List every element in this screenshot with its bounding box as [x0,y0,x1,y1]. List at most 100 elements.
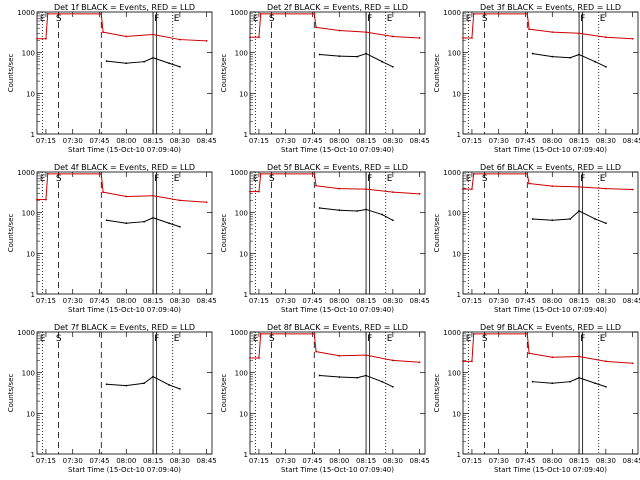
events-series-line [105,375,181,390]
event-marker-label: F [580,334,585,344]
y-axis-label: Counts/sec [433,54,441,93]
series-segment [392,35,420,39]
series-segment [319,54,340,57]
series-segment [605,36,633,40]
event-marker-label: E [387,174,393,184]
chart-panel-1: Det 1f BLACK = Events, RED = LLD 1 10 100 10… [7,3,217,154]
series-segment [102,191,127,197]
data-point [551,219,554,222]
lld-series-line [462,172,634,191]
y-tick-label: 1000 [17,169,35,177]
data-point [594,382,597,385]
data-point [526,172,529,175]
series-segment [569,210,580,220]
data-point [391,65,394,68]
data-point [318,207,321,209]
series-segment [168,62,181,68]
event-marker-label: E [600,174,606,184]
data-point [45,198,47,201]
y-tick-label: 100 [235,370,248,378]
x-tick-label: 08:00 [116,297,136,305]
series-segment [365,31,393,37]
event-marker-label: E [174,334,180,344]
data-point [528,182,530,185]
data-point [318,374,321,377]
data-point [551,382,554,385]
y-tick-label: 1 [31,291,35,299]
event-marker-label: S [56,14,62,24]
series-segment [552,381,571,384]
data-point [168,62,171,65]
data-point [578,186,580,188]
lld-series-line [249,12,421,39]
x-tick-label: 07:30 [489,137,509,145]
y-tick-label: 100 [235,210,248,218]
series-segment [339,354,367,357]
data-point [143,220,146,223]
data-point [551,185,554,188]
event-marker-label: S [482,174,488,184]
data-point [178,199,181,202]
event-marker-label: F [580,14,585,24]
data-point [125,384,128,387]
series-segment [100,13,104,33]
data-point [125,195,128,198]
series-segment [365,354,393,361]
event-marker-label: S [269,334,275,344]
series-segment [315,351,340,357]
data-point [36,37,38,40]
series-segment [569,377,580,383]
series-segment [532,53,553,58]
chart-title: Det 5f BLACK = Events, RED = LLD [267,163,408,172]
events-series-line [531,376,607,388]
lld-series-line [249,172,421,195]
series-segment [471,333,475,362]
data-point [526,12,529,15]
x-tick-label: 07:45 [89,137,109,145]
event-marker-label: E [174,174,180,184]
data-point [105,383,108,386]
data-point [143,60,146,63]
event-marker-label: F [154,14,159,24]
x-tick-label: 08:15 [356,457,376,465]
event-marker-label: E [466,14,472,24]
x-tick-label: 07:45 [515,457,535,465]
series-segment [152,195,180,201]
chart-panel-8: Det 8f BLACK = Events, RED = LLD 1 10 100 10… [220,323,430,474]
data-point [594,218,597,220]
event-marker-label: S [56,334,62,344]
data-point [178,225,181,228]
data-point [528,28,530,30]
series-segment [106,383,127,387]
data-point [528,352,530,355]
series-segment [258,333,262,358]
data-point [526,332,529,335]
data-point [604,36,607,39]
data-point [168,384,171,386]
data-point [578,376,580,379]
event-marker-label: E [253,14,259,24]
data-point [258,357,260,359]
data-point [472,12,475,15]
x-tick-label: 08:00 [542,297,562,305]
data-point [313,172,316,175]
data-point [249,357,251,359]
series-segment [578,210,596,220]
event-marker-label: E [40,174,46,184]
events-series-line [318,52,394,68]
y-tick-label: 1000 [230,329,248,337]
data-point [365,354,367,357]
x-tick-label: 08:15 [356,137,376,145]
x-tick-label: 08:00 [542,137,562,145]
y-tick-label: 10 [452,250,461,258]
plot-frame [36,331,213,455]
x-tick-label: 07:15 [249,137,269,145]
series-segment [578,377,596,384]
x-tick-label: 08:15 [569,297,589,305]
event-marker-label: F [367,14,372,24]
series-segment [552,355,580,358]
series-segment [381,214,394,221]
events-series-line [105,216,181,228]
x-tick-label: 08:30 [383,297,403,305]
y-tick-label: 100 [22,210,35,218]
